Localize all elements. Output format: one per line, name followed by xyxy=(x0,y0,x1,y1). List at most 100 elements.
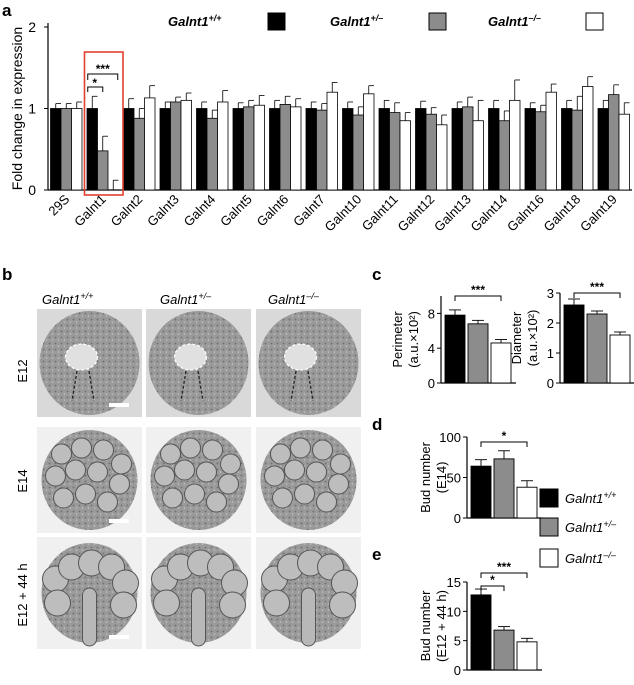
panel-label-e: e xyxy=(372,545,381,564)
significance-label: * xyxy=(502,429,507,443)
x-tick-label: Galnt3 xyxy=(144,192,182,230)
y-axis-label: Fold change in expression xyxy=(9,27,25,190)
bar xyxy=(170,101,182,191)
bar xyxy=(415,108,427,191)
bar xyxy=(243,106,255,191)
y-tick-label: 10 xyxy=(447,604,461,619)
micrograph-e12-3 xyxy=(256,309,361,417)
x-tick-label: Galnt11 xyxy=(359,192,401,234)
y-axis-label: Bud number xyxy=(418,590,433,661)
bar xyxy=(326,91,338,191)
bar xyxy=(597,108,609,191)
x-tick-label: Galnt2 xyxy=(108,192,146,230)
bar xyxy=(571,109,583,191)
bar xyxy=(545,91,557,191)
significance-bracket xyxy=(573,292,621,298)
micrograph-e12-44h-3 xyxy=(256,537,361,649)
significance-label: *** xyxy=(497,560,511,574)
bar xyxy=(618,113,630,191)
bar xyxy=(196,108,208,191)
chart-c-diameter: 0 1 2 3 Diameter (a.u.×10²) *** xyxy=(509,280,634,391)
y-tick-label: 1 xyxy=(28,101,36,117)
bar xyxy=(97,150,109,191)
bar xyxy=(436,124,448,191)
bar xyxy=(144,97,156,191)
significance-bracket xyxy=(87,86,104,92)
panel-label-d: d xyxy=(372,415,382,434)
micrograph-e14-1 xyxy=(37,427,142,533)
bar xyxy=(290,106,302,191)
y-axis-label-unit: (a.u.×10²) xyxy=(406,311,421,368)
x-tick-label: Galnt12 xyxy=(395,192,438,235)
chart-c-perimeter: 0 4 8 Perimeter (a.u.×10²) *** xyxy=(390,283,516,391)
significance-bracket xyxy=(454,295,502,301)
bar xyxy=(582,86,594,191)
bar xyxy=(493,458,515,519)
bar xyxy=(451,108,463,191)
x-tick-label: Galnt14 xyxy=(468,192,511,235)
bar xyxy=(279,104,291,191)
legend-side-swatch-3 xyxy=(539,548,559,568)
bar xyxy=(488,108,500,191)
bar xyxy=(50,108,62,191)
bar xyxy=(389,112,401,191)
bar xyxy=(516,641,538,671)
significance-bracket xyxy=(480,572,528,578)
bar xyxy=(352,114,364,191)
x-tick-label: Galnt13 xyxy=(431,192,474,235)
y-axis-label: Perimeter xyxy=(390,311,405,368)
bar xyxy=(563,304,585,384)
x-tick-label: Galnt4 xyxy=(181,192,219,230)
legend-top-label-3b: Galnt1–/– xyxy=(488,13,541,29)
scale-bar xyxy=(109,519,129,523)
bar xyxy=(535,111,547,191)
micrograph-e12-1 xyxy=(37,309,142,417)
y-tick-label: 100 xyxy=(439,430,461,445)
legend-side-label-2: Galnt1+/– xyxy=(565,519,617,535)
bar xyxy=(305,108,317,191)
significance-label: *** xyxy=(96,62,110,76)
y-tick-label: 3 xyxy=(547,286,554,301)
bar xyxy=(123,108,135,191)
column-header-2: Galnt1+/– xyxy=(160,291,212,307)
legend-top-swatch-1 xyxy=(267,12,286,31)
y-axis-label-unit: (E12 + 44 h) xyxy=(434,590,449,662)
bar xyxy=(516,486,538,519)
legend-top-swatch-2 xyxy=(428,12,447,31)
y-tick-label: 0 xyxy=(428,376,435,391)
y-tick-label: 4 xyxy=(428,341,435,356)
significance-label: *** xyxy=(590,280,604,294)
chart-e-bud-number-44h: 0 5 10 15 Bud number (E12 + 44 h) **** xyxy=(418,560,542,678)
y-tick-label: 8 xyxy=(428,306,435,321)
y-tick-label: 0 xyxy=(454,511,461,526)
bar xyxy=(378,108,390,191)
bar xyxy=(608,94,620,191)
significance-label: * xyxy=(92,76,97,90)
x-tick-label: Galnt19 xyxy=(577,192,620,235)
bar xyxy=(86,108,98,191)
bar xyxy=(253,104,265,191)
bar xyxy=(586,313,608,384)
micrograph-e12-2 xyxy=(146,309,251,417)
bar xyxy=(60,108,72,191)
significance-bracket xyxy=(480,585,505,591)
legend-side-label-3: Galnt1–/– xyxy=(565,550,617,566)
scale-bar xyxy=(109,635,129,639)
bar xyxy=(498,120,510,191)
bar xyxy=(490,342,512,384)
micrograph-e14-3 xyxy=(256,427,361,533)
y-tick-label: 2 xyxy=(547,316,554,331)
y-tick-label: 2 xyxy=(28,19,36,35)
chart-d-bud-number-e14: 0 50 100 Bud number (E14) * xyxy=(418,429,542,526)
bar xyxy=(159,108,171,191)
bar xyxy=(71,108,83,191)
y-tick-label: 5 xyxy=(454,634,461,649)
bar xyxy=(509,99,521,191)
row-label-e12-44h: E12 + 44 h xyxy=(15,563,30,626)
legend-side-swatch-2 xyxy=(539,517,559,537)
bar xyxy=(206,117,218,191)
x-tick-label: 29S xyxy=(45,191,72,218)
column-header-1: Galnt1+/+ xyxy=(42,291,93,307)
bar xyxy=(269,108,281,191)
y-axis-label-unit: (E14) xyxy=(434,462,449,494)
